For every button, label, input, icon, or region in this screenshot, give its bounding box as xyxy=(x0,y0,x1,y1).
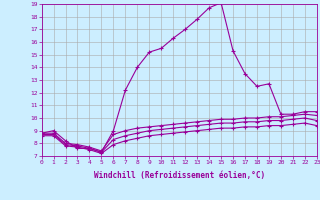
X-axis label: Windchill (Refroidissement éolien,°C): Windchill (Refroidissement éolien,°C) xyxy=(94,171,265,180)
